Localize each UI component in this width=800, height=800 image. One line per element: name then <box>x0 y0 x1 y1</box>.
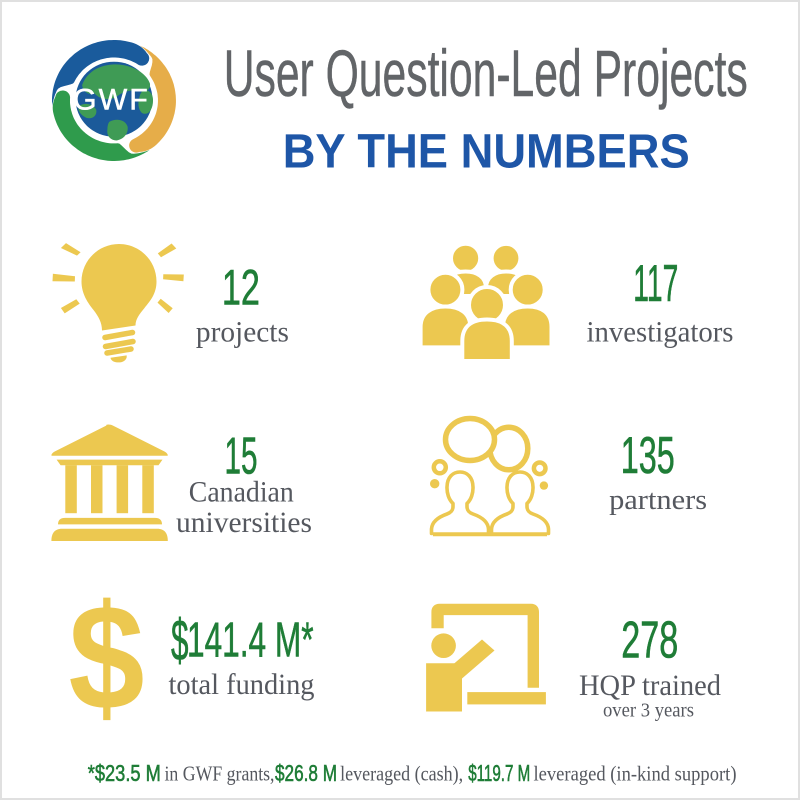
svg-text:investigators: investigators <box>587 316 734 349</box>
svg-text:BY THE NUMBERS: BY THE NUMBERS <box>283 126 690 179</box>
svg-text:over 3 years: over 3 years <box>603 701 694 722</box>
svg-text:GWF: GWF <box>73 84 150 117</box>
svg-text:leveraged (cash),: leveraged (cash), <box>340 762 463 786</box>
svg-text:User Question-Led Projects: User Question-Led Projects <box>224 36 748 110</box>
svg-text:HQP trained: HQP trained <box>579 669 721 702</box>
svg-text:12: 12 <box>222 260 260 316</box>
svg-text:15: 15 <box>225 427 258 485</box>
svg-text:$119.7 M: $119.7 M <box>468 760 530 786</box>
svg-text:leveraged (in-kind support): leveraged (in-kind support) <box>534 762 737 786</box>
svg-text:total funding: total funding <box>169 668 315 701</box>
svg-text:$26.8 M: $26.8 M <box>275 760 337 786</box>
svg-text:141.4 M*: 141.4 M* <box>187 614 314 668</box>
svg-text:278: 278 <box>621 612 678 670</box>
svg-text:projects: projects <box>196 316 289 349</box>
svg-text:$: $ <box>69 573 145 741</box>
svg-text:$: $ <box>171 608 189 673</box>
svg-text:135: 135 <box>621 427 675 485</box>
svg-text:partners: partners <box>609 484 707 516</box>
svg-text:Canadian: Canadian <box>189 475 294 508</box>
svg-text:*$23.5 M: *$23.5 M <box>88 760 161 786</box>
svg-text:universities: universities <box>176 506 312 539</box>
svg-text:117: 117 <box>633 254 678 312</box>
svg-text:in GWF grants,: in GWF grants, <box>165 762 275 786</box>
